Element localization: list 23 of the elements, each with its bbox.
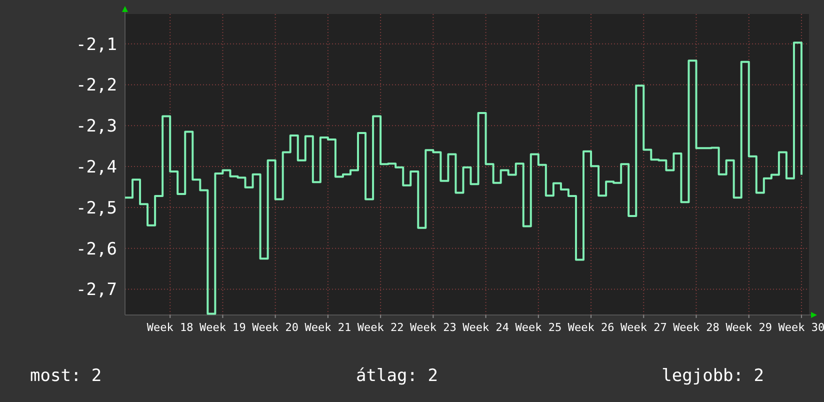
x-tick-label: Week 24 (462, 321, 510, 334)
x-tick-label: Week 19 (200, 321, 246, 334)
x-tick-label: Week 20 (252, 321, 299, 334)
y-tick-label: -2,4 (76, 157, 117, 178)
text: most: 2 (30, 366, 102, 386)
x-tick-label: Week 22 (357, 321, 404, 334)
y-tick-label: -2,5 (76, 198, 117, 218)
y-tick-label: -2,2 (76, 76, 117, 96)
x-tick-label: Week 26 (568, 321, 614, 334)
x-tick-label: Week 23 (410, 321, 456, 334)
y-tick-label: -2,7 (76, 280, 117, 300)
x-tick-label: Week 21 (304, 321, 352, 334)
x-tick-label: Week 27 (620, 321, 667, 334)
y-tick-label: -2,1 (76, 34, 117, 55)
text: átlag: 2 (356, 366, 438, 386)
x-tick-label: Week 25 (515, 321, 562, 334)
x-tick-label: Week 28 (673, 321, 720, 334)
x-tick-label: Week 29 (726, 321, 772, 334)
x-tick-label: Week 30 (778, 321, 824, 334)
text: legjobb: 2 (662, 366, 764, 386)
x-tick-label: Week 18 (146, 321, 194, 334)
y-tick-label: -2,6 (76, 239, 117, 260)
y-tick-label: -2,3 (76, 116, 117, 137)
